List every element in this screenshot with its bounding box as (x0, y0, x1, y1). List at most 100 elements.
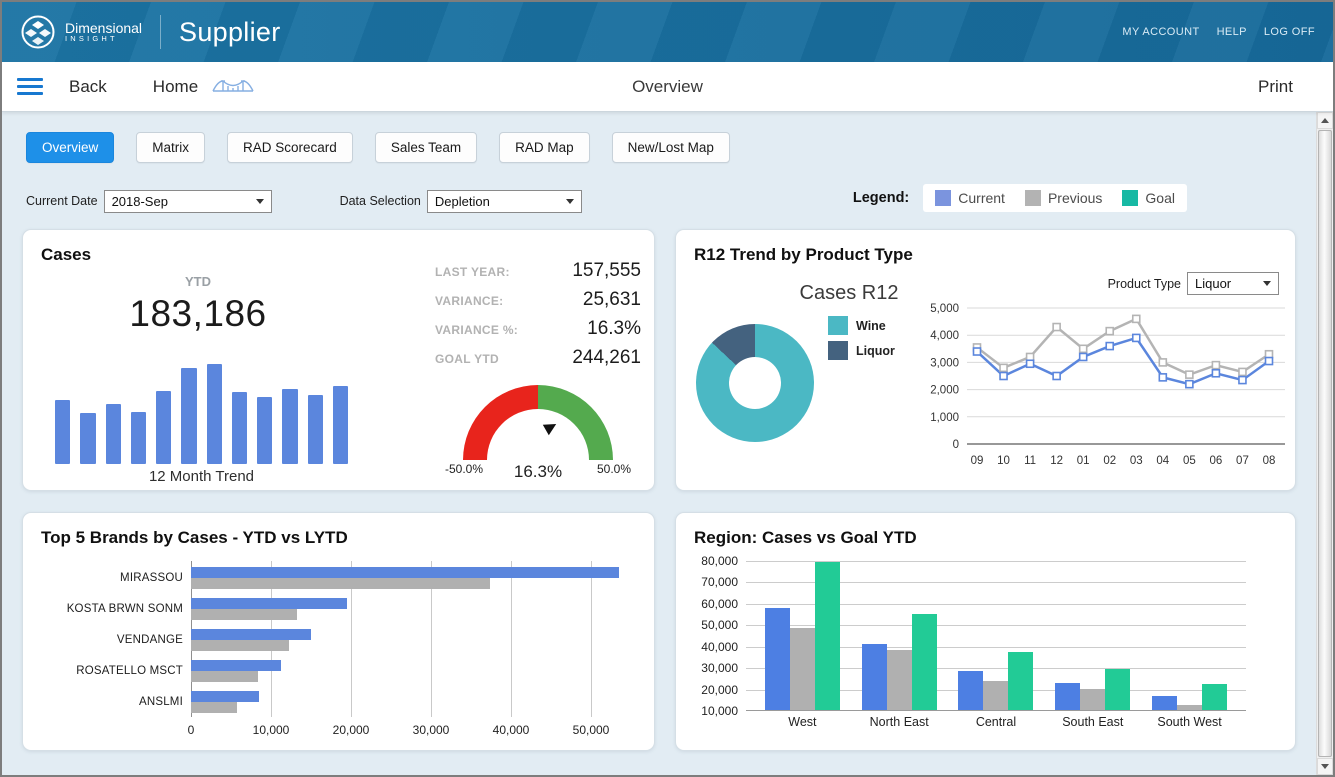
region-y-tick: 40,000 (701, 639, 738, 654)
trend-bar-12[interactable] (332, 386, 348, 464)
lytd-bar-anslmi[interactable] (191, 702, 238, 713)
trend-bar-4[interactable] (130, 412, 146, 464)
scroll-up-button[interactable] (1317, 112, 1333, 129)
x-tick: 0 (187, 723, 195, 737)
ytd-bar-rosatello-msct[interactable] (191, 660, 282, 671)
current-bar-west[interactable] (764, 608, 790, 710)
product-type-select[interactable]: Liquor (1187, 272, 1279, 295)
ytd-bar-anslmi[interactable] (191, 691, 259, 702)
lytd-bar-mirassou[interactable] (191, 578, 491, 589)
tab-overview[interactable]: Overview (26, 132, 115, 163)
previous-bar-south-east[interactable] (1080, 688, 1106, 710)
print-button[interactable]: Print (1258, 76, 1293, 96)
ytd-bar-kosta-brwn-sonm[interactable] (191, 598, 347, 609)
trend-bar-8[interactable] (231, 392, 247, 464)
scroll-down-button[interactable] (1317, 758, 1333, 775)
r12-trend-panel: R12 Trend by Product Type Product Type L… (675, 229, 1296, 491)
header-link-log-off[interactable]: LOG OFF (1263, 26, 1315, 38)
home-button[interactable]: Home (152, 76, 199, 96)
current-bar-central[interactable] (958, 671, 984, 710)
previous-bar-south-west[interactable] (1177, 704, 1203, 710)
region-y-tick: 60,000 (701, 596, 738, 611)
brand-subname: INSIGHT (65, 34, 118, 44)
trend-bar-2[interactable] (80, 413, 96, 464)
brand-label: VENDANGE (116, 634, 183, 646)
product-type-value: Liquor (1195, 276, 1232, 291)
brand-row-mirassou: MIRASSOU (120, 567, 619, 589)
brand-row-anslmi: ANSLMI (139, 691, 259, 713)
trend-bar-11[interactable] (307, 395, 323, 464)
lytd-bar-rosatello-msct[interactable] (191, 671, 259, 682)
goal-bar-south-west[interactable] (1202, 684, 1228, 710)
goal-bar-central[interactable] (1008, 652, 1034, 710)
trend-bar-10[interactable] (282, 389, 298, 464)
scroll-up-icon (1321, 118, 1329, 123)
donut-legend-wine: Wine (828, 316, 895, 335)
trend-bar-1[interactable] (55, 400, 71, 464)
current-date-select[interactable]: 2018-Sep (103, 189, 272, 213)
region-group-north-east[interactable] (861, 613, 937, 710)
legend-label: Previous (1047, 190, 1103, 206)
goal-bar-south-east[interactable] (1105, 669, 1131, 710)
region-bar-chart (746, 561, 1246, 711)
goal-bar-north-east[interactable] (911, 613, 937, 710)
header-link-my-account[interactable]: MY ACCOUNT (1122, 26, 1200, 38)
region-bar-groups (746, 561, 1246, 710)
ytd-bar-vendange[interactable] (191, 629, 311, 640)
current-bar-south-west[interactable] (1152, 696, 1178, 710)
trend-bar-3[interactable] (105, 404, 121, 464)
region-group-central[interactable] (958, 652, 1034, 710)
dropdown-arrow-icon (255, 198, 264, 204)
product-type-donut-chart[interactable] (696, 324, 814, 442)
region-group-south-west[interactable] (1152, 684, 1228, 710)
goal-bar-west[interactable] (814, 562, 840, 710)
stat-label: VARIANCE: (435, 294, 504, 308)
scroll-down-icon (1321, 764, 1329, 769)
trend-bar-9[interactable] (257, 397, 273, 464)
legend-item-current: Current (935, 190, 1005, 206)
tab-sales-team[interactable]: Sales Team (374, 132, 478, 163)
top5-gridline (591, 561, 592, 717)
twelve-month-trend-chart[interactable] (55, 364, 348, 464)
data-selection-select[interactable]: Depletion (426, 189, 582, 213)
region-group-west[interactable] (764, 562, 840, 710)
legend-title: Legend: (852, 190, 910, 206)
hamburger-menu-icon[interactable] (17, 74, 43, 99)
x-tick: 20,000 (332, 723, 370, 737)
bridge-icon[interactable] (212, 77, 254, 97)
region-y-tick: 70,000 (701, 575, 738, 590)
tab-matrix[interactable]: Matrix (136, 132, 206, 163)
legend-swatch-goal (1122, 190, 1139, 206)
lytd-bar-kosta-brwn-sonm[interactable] (191, 609, 297, 620)
region-group-south-east[interactable] (1055, 669, 1131, 710)
previous-bar-north-east[interactable] (886, 650, 912, 710)
header-link-help[interactable]: HELP (1216, 26, 1247, 38)
current-bar-north-east[interactable] (861, 643, 887, 710)
svg-text:05: 05 (1183, 455, 1196, 467)
trend-bar-5[interactable] (156, 391, 172, 464)
donut-label: Liquor (856, 343, 895, 358)
dropdown-arrow-icon (1263, 281, 1271, 286)
tab-new-lost-map[interactable]: New/Lost Map (611, 132, 730, 163)
tab-rad-map[interactable]: RAD Map (499, 132, 590, 163)
trend-bar-6[interactable] (181, 368, 197, 464)
scrollbar-thumb[interactable] (1318, 130, 1332, 757)
ytd-bar-mirassou[interactable] (191, 567, 619, 578)
product-type-label: Product Type (1107, 276, 1181, 291)
cases-r12-subtitle: Cases R12 (799, 282, 899, 304)
previous-bar-central[interactable] (983, 681, 1009, 710)
region-panel: Region: Cases vs Goal YTD West North East… (675, 512, 1296, 751)
trend-bar-7[interactable] (206, 364, 222, 464)
legend-items: Current Previous Goal (923, 184, 1187, 212)
legend-label: Current (958, 190, 1005, 206)
region-x-labels: West North East Central South East South Wes… (746, 715, 1246, 729)
current-bar-south-east[interactable] (1055, 683, 1081, 710)
wine-swatch (828, 316, 848, 335)
lytd-bar-vendange[interactable] (191, 640, 289, 651)
tab-rad-scorecard[interactable]: RAD Scorecard (227, 132, 353, 163)
previous-bar-west[interactable] (789, 627, 815, 710)
cases-r12-line-chart[interactable]: 0 1,000 2,000 3,000 4,000 5,000 09 10 11 12 01 02 03… (919, 296, 1291, 487)
legend-swatch-current (935, 190, 952, 206)
svg-text:07: 07 (1236, 455, 1249, 467)
back-button[interactable]: Back (69, 76, 107, 96)
